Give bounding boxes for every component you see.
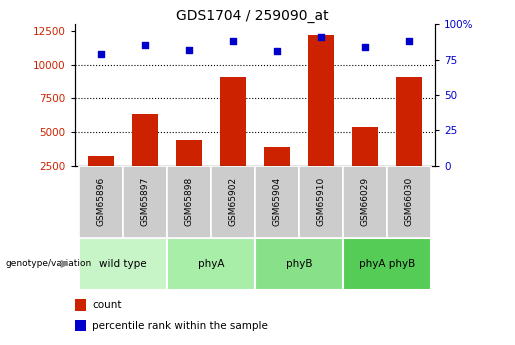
Bar bbox=[299, 166, 343, 238]
Point bbox=[317, 34, 325, 40]
Bar bbox=[132, 115, 158, 166]
Bar bbox=[79, 238, 167, 290]
Bar bbox=[220, 77, 246, 166]
Point bbox=[185, 47, 193, 52]
Bar bbox=[123, 166, 167, 238]
Text: genotype/variation: genotype/variation bbox=[5, 259, 91, 268]
Bar bbox=[167, 238, 255, 290]
Point bbox=[141, 43, 149, 48]
Text: GSM66030: GSM66030 bbox=[404, 177, 414, 226]
Point bbox=[405, 38, 413, 44]
Point bbox=[360, 44, 369, 50]
Bar bbox=[255, 166, 299, 238]
Text: percentile rank within the sample: percentile rank within the sample bbox=[92, 321, 268, 331]
Text: GSM65904: GSM65904 bbox=[272, 177, 281, 226]
Point bbox=[229, 38, 237, 44]
Text: GSM66029: GSM66029 bbox=[360, 177, 369, 226]
Text: GSM65910: GSM65910 bbox=[316, 177, 325, 226]
Text: phyA phyB: phyA phyB bbox=[358, 259, 415, 269]
Bar bbox=[79, 166, 123, 238]
Text: GSM65902: GSM65902 bbox=[229, 177, 237, 226]
Bar bbox=[167, 166, 211, 238]
Bar bbox=[211, 166, 255, 238]
Point bbox=[97, 51, 105, 57]
Bar bbox=[352, 127, 378, 166]
Bar bbox=[343, 166, 387, 238]
Text: count: count bbox=[92, 300, 122, 310]
Text: GSM65897: GSM65897 bbox=[141, 177, 149, 226]
Bar bbox=[307, 35, 334, 166]
Bar bbox=[264, 147, 290, 166]
Bar bbox=[255, 238, 343, 290]
Bar bbox=[387, 166, 431, 238]
Text: phyA: phyA bbox=[198, 259, 224, 269]
Bar bbox=[343, 238, 431, 290]
Text: GSM65896: GSM65896 bbox=[96, 177, 106, 226]
Point bbox=[273, 48, 281, 54]
Bar bbox=[75, 320, 86, 331]
Text: phyB: phyB bbox=[286, 259, 312, 269]
Bar bbox=[176, 140, 202, 166]
Bar bbox=[75, 299, 86, 310]
Bar bbox=[396, 77, 422, 166]
Bar bbox=[88, 156, 114, 166]
Text: wild type: wild type bbox=[99, 259, 147, 269]
Text: GDS1704 / 259090_at: GDS1704 / 259090_at bbox=[176, 9, 329, 23]
Text: GSM65898: GSM65898 bbox=[184, 177, 194, 226]
